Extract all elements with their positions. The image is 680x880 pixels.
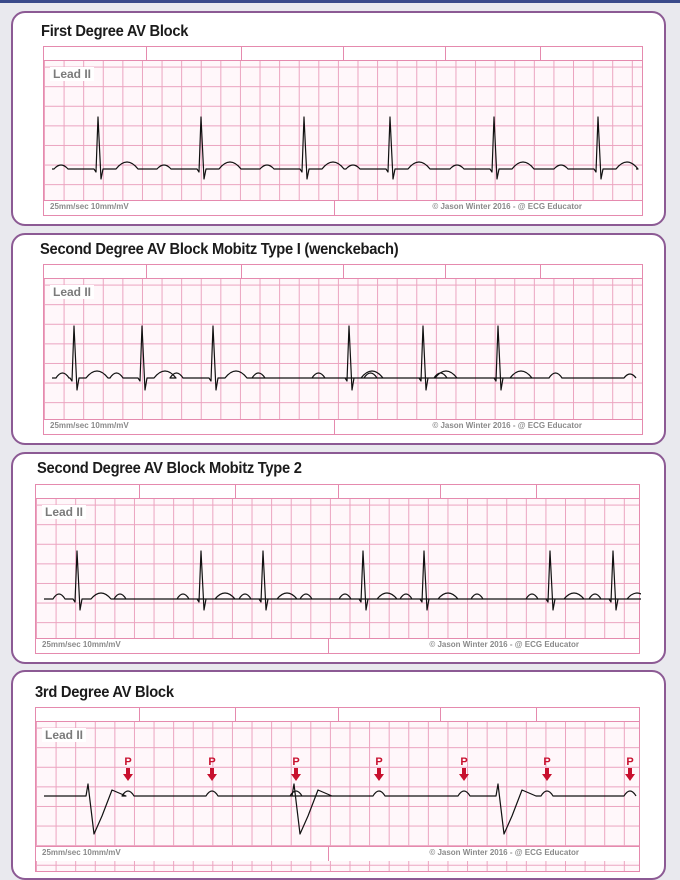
paper-speed-label: 25mm/sec 10mm/mV <box>50 202 129 211</box>
strip-footer: 25mm/sec 10mm/mV © Jason Winter 2016 - @… <box>36 638 639 653</box>
credit-label: © Jason Winter 2016 - @ ECG Educator <box>432 421 582 430</box>
p-wave-marker: P <box>459 756 469 781</box>
ecg-waveform <box>52 116 639 180</box>
panel-mobitz-1: Second Degree AV Block Mobitz Type I (we… <box>11 233 666 445</box>
paper-speed-label: 25mm/sec 10mm/mV <box>50 421 129 430</box>
strip-header-bar <box>44 47 642 61</box>
panel-third-degree: 3rd Degree AV Block P P P P P P P Lead II 25mm… <box>11 670 666 880</box>
down-arrow-icon <box>207 768 217 781</box>
strip-header-bar <box>36 708 639 722</box>
paper-speed-label: 25mm/sec 10mm/mV <box>42 848 121 857</box>
lead-label: Lead II <box>50 67 95 81</box>
lead-label: Lead II <box>50 285 95 299</box>
p-wave-marker-label: P <box>375 756 382 768</box>
ecg-strip: Lead II 25mm/sec 10mm/mV © Jason Winter … <box>43 46 643 216</box>
p-wave-marker-label: P <box>124 756 131 768</box>
paper-speed-label: 25mm/sec 10mm/mV <box>42 640 121 649</box>
panel-mobitz-2: Second Degree AV Block Mobitz Type 2 Lea… <box>11 452 666 664</box>
p-wave-marker-label: P <box>543 756 550 768</box>
lead-label: Lead II <box>42 505 87 519</box>
credit-label: © Jason Winter 2016 - @ ECG Educator <box>429 640 579 649</box>
ecg-waveform <box>44 783 637 835</box>
strip-footer: 25mm/sec 10mm/mV © Jason Winter 2016 - @… <box>44 419 642 434</box>
panel-first-degree: First Degree AV Block Lead II 25mm/sec 1… <box>11 11 666 226</box>
ecg-trace <box>52 116 639 180</box>
down-arrow-icon <box>459 768 469 781</box>
credit-label: © Jason Winter 2016 - @ ECG Educator <box>432 202 582 211</box>
credit-label: © Jason Winter 2016 - @ ECG Educator <box>429 848 579 857</box>
p-wave-marker: P <box>374 756 384 781</box>
p-wave-marker-label: P <box>626 756 633 768</box>
down-arrow-icon <box>291 768 301 781</box>
strip-header-bar <box>36 485 639 499</box>
panel-title: 3rd Degree AV Block <box>35 684 174 701</box>
down-arrow-icon <box>123 768 133 781</box>
strip-footer: 25mm/sec 10mm/mV © Jason Winter 2016 - @… <box>44 200 642 215</box>
p-wave-marker: P <box>291 756 301 781</box>
down-arrow-icon <box>374 768 384 781</box>
ecg-trace <box>52 325 637 391</box>
p-wave-marker: P <box>123 756 133 781</box>
p-wave-marker-label: P <box>208 756 215 768</box>
ecg-waveform <box>52 325 637 391</box>
strip-header-bar <box>44 265 642 279</box>
p-wave-marker: P <box>542 756 552 781</box>
ecg-strip: Lead II 25mm/sec 10mm/mV © Jason Winter … <box>43 264 643 435</box>
strip-footer: 25mm/sec 10mm/mV © Jason Winter 2016 - @… <box>36 846 639 861</box>
p-wave-marker-label: P <box>292 756 299 768</box>
down-arrow-icon <box>542 768 552 781</box>
panel-title: Second Degree AV Block Mobitz Type 2 <box>37 460 302 477</box>
ecg-waveform <box>44 550 641 611</box>
lead-label: Lead II <box>42 728 87 742</box>
p-wave-marker: P <box>625 756 635 781</box>
ecg-strip: Lead II 25mm/sec 10mm/mV © Jason Winter … <box>35 484 641 654</box>
ecg-strip: P P P P P P P Lead II 25mm/sec 10mm/mV © Jason… <box>35 707 640 872</box>
ecg-trace <box>44 550 641 611</box>
panel-title: First Degree AV Block <box>41 23 189 40</box>
p-wave-marker-label: P <box>460 756 467 768</box>
panel-title: Second Degree AV Block Mobitz Type I (we… <box>40 241 399 258</box>
top-edge-line <box>0 0 680 3</box>
p-wave-marker: P <box>207 756 217 781</box>
down-arrow-icon <box>625 768 635 781</box>
